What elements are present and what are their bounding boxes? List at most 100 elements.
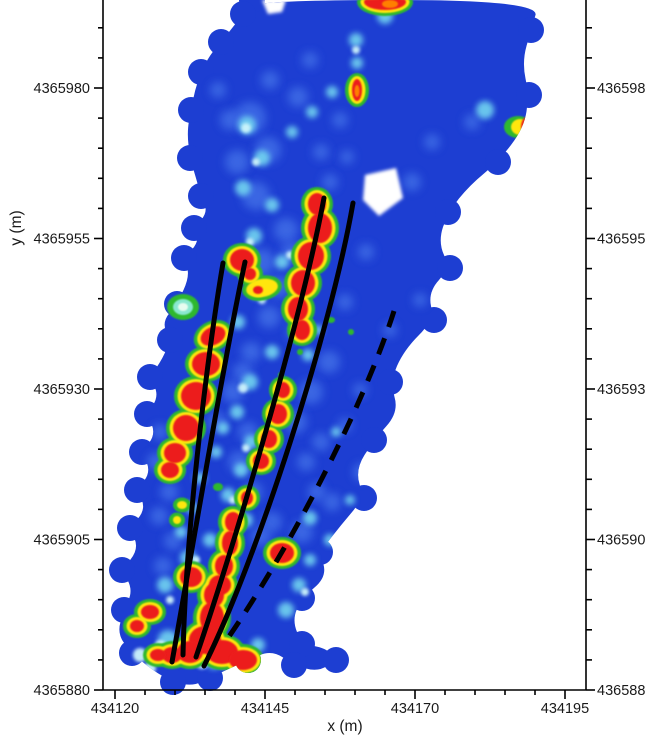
x-tick-label: 434120	[91, 701, 139, 717]
y-tick-label-left: 4365955	[34, 232, 90, 248]
texture-light-blue	[152, 424, 168, 440]
anomaly-red-core	[141, 605, 159, 619]
edge-anomaly-core	[178, 303, 188, 311]
texture-light-blue	[258, 306, 280, 328]
texture-light-blue	[220, 110, 240, 130]
texture-light-blue	[210, 82, 226, 98]
texture-light-blue	[318, 351, 340, 373]
anomaly-red-core	[253, 286, 263, 294]
coverage-scallop	[289, 631, 315, 657]
texture-cyan	[286, 126, 298, 138]
texture-light-blue	[312, 433, 330, 451]
coverage-gap	[363, 168, 403, 216]
coverage-scallop	[361, 427, 387, 453]
texture-cyan	[175, 526, 187, 538]
coverage-scallop	[181, 215, 207, 241]
texture-light-blue	[297, 453, 315, 471]
solid-track-line	[193, 195, 327, 660]
texture-light-blue	[225, 150, 249, 174]
anomaly-red-core	[230, 249, 254, 271]
y-axis-title: y (m)	[8, 210, 25, 245]
coverage-scallop	[177, 145, 203, 171]
texture-cyan	[326, 86, 338, 98]
coverage-scallop	[351, 485, 377, 511]
coverage-scallop	[134, 401, 160, 427]
y-tick-label-right: 4365905	[597, 533, 646, 549]
texture-light-blue	[383, 323, 397, 337]
texture-pale	[252, 158, 260, 166]
y-tick-label-left: 4365980	[34, 81, 90, 97]
coverage-scallop	[208, 29, 234, 55]
anomaly-red-core	[244, 268, 256, 280]
coverage-scallop	[435, 199, 461, 225]
y-tick-label-left: 4365880	[34, 683, 90, 699]
coverage-scallop	[516, 82, 542, 108]
texture-light-blue	[288, 87, 308, 107]
texture-pale	[133, 648, 147, 662]
coverage-scallop	[109, 557, 135, 583]
coverage-scallop	[178, 97, 204, 123]
texture-pale	[242, 444, 250, 452]
x-tick-label: 434145	[241, 701, 289, 717]
texture-light-blue	[464, 114, 480, 130]
y-tick-label-right: 4365880	[597, 683, 646, 699]
x-axis-title: x (m)	[327, 718, 362, 735]
anomaly-red-core	[294, 320, 310, 340]
coverage-scallop	[171, 245, 197, 271]
anomaly-yellow-spot	[177, 501, 187, 509]
anomaly-red-core	[229, 650, 257, 670]
anomaly-red-core	[150, 649, 166, 661]
texture-cyan	[217, 422, 229, 434]
anomaly-red-core	[164, 443, 186, 463]
texture-light-blue	[313, 144, 329, 160]
y-tick-label-left: 4365905	[34, 533, 90, 549]
axes: 4365880 4365880 4365905 4365905 4365930 43659…	[34, 0, 646, 717]
coverage-scallop	[230, 1, 256, 27]
texture-cyan	[303, 511, 317, 525]
texture-light-blue	[337, 294, 353, 310]
texture-light-blue	[322, 174, 338, 190]
anomaly-yellow-spot	[173, 516, 181, 524]
texture-light-blue	[340, 150, 354, 164]
texture-cyan	[304, 554, 316, 566]
texture-cyan	[210, 446, 222, 458]
coverage-scallop	[197, 665, 223, 691]
y-tick-label-left: 4365930	[34, 382, 90, 398]
y-tick-label-right: 4365980	[597, 81, 646, 97]
anomaly-green-dot	[213, 483, 223, 491]
coverage-scallop	[377, 369, 403, 395]
coverage-gap	[262, 0, 286, 14]
texture-light-blue	[332, 112, 348, 128]
texture-cyan	[265, 198, 279, 212]
y-tick-label-right: 4365955	[597, 232, 646, 248]
texture-cyan	[324, 534, 336, 546]
texture-light-blue	[413, 293, 427, 307]
east-edge-anomaly-red	[521, 117, 533, 137]
anomaly-track-lines	[169, 195, 397, 669]
x-tick-label: 434170	[391, 701, 439, 717]
anomaly-red-core	[130, 620, 144, 632]
texture-light-blue	[154, 557, 172, 575]
coverage-scallop	[188, 59, 214, 85]
texture-light-blue	[495, 335, 509, 349]
texture-light-blue	[403, 173, 421, 191]
texture-cyan	[278, 602, 294, 618]
texture-cyan	[351, 57, 363, 69]
texture-light-blue	[274, 218, 298, 242]
anomaly-orange-core	[382, 0, 398, 8]
texture-cyan	[234, 463, 248, 477]
coverage-scallop	[157, 327, 183, 353]
y-tick-label-right: 4365930	[597, 382, 646, 398]
texture-light-blue	[353, 463, 371, 481]
texture-cyan	[265, 345, 279, 359]
east-edge-anomaly-yellow	[511, 119, 529, 135]
texture-light-blue	[160, 483, 178, 501]
texture-light-blue	[424, 134, 440, 150]
texture-cyan	[345, 495, 355, 505]
texture-cyan	[157, 577, 173, 593]
texture-cyan	[331, 427, 341, 437]
solid-track-line	[169, 259, 248, 665]
coverage-scallop	[518, 17, 544, 43]
anomaly-green-dot	[348, 329, 354, 335]
